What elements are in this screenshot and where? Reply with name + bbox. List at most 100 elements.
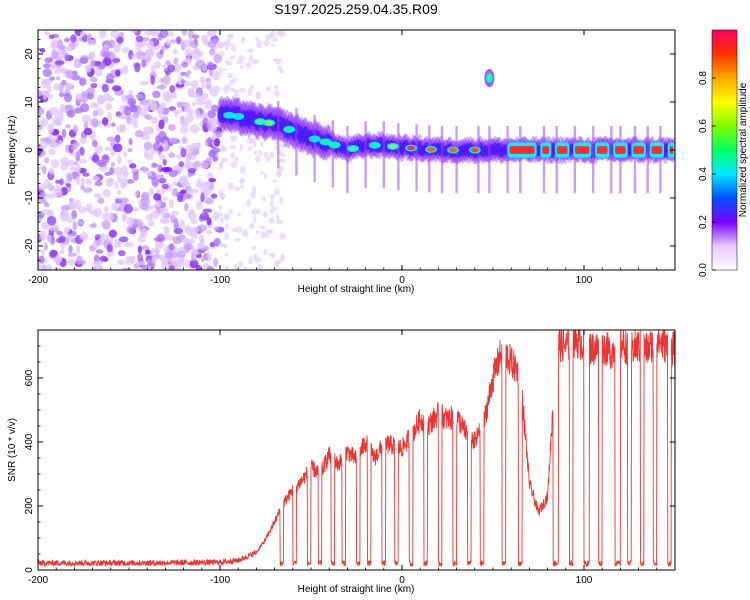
spectrogram-noise-blob: [190, 232, 198, 239]
spectrogram-noise-blob: [137, 245, 142, 254]
spectrogram-noise-blob: [189, 259, 199, 269]
spectrogram-noise-blob: [170, 258, 177, 265]
spectrogram-noise-blob: [64, 45, 73, 52]
spectrogram-noise-blob: [278, 58, 283, 64]
spectrogram-noise-blob: [57, 110, 64, 120]
spectrogram-ytick-label: 10: [24, 96, 35, 108]
spectrogram-noise-blob: [42, 68, 53, 77]
spectrogram-noise-blob: [75, 175, 81, 186]
spectrogram-noise-blob: [212, 70, 221, 81]
spectrogram-noise-blob: [274, 188, 280, 196]
spectrogram-noise-blob: [145, 249, 151, 255]
spectrogram-streak: [542, 126, 546, 194]
spectrogram-core: [370, 143, 379, 148]
spectrogram-noise-blob: [137, 252, 144, 262]
spectrogram-noise-blob: [140, 133, 151, 141]
spectrogram-noise-blob: [276, 219, 283, 225]
spectrogram-noise-blob: [179, 178, 187, 186]
spectrogram-noise-blob: [128, 138, 133, 146]
spectrogram-noise-blob: [263, 172, 268, 180]
spectrogram-noise-blob: [180, 124, 189, 134]
spectrogram-noise-blob: [116, 189, 122, 195]
spectrogram-noise-blob: [112, 57, 121, 63]
spectrogram-noise-blob: [64, 104, 72, 111]
spectrogram-noise-blob: [255, 155, 261, 163]
spectrogram-noise-blob: [225, 223, 229, 230]
spectrogram-noise-blob: [120, 197, 129, 204]
spectrogram-noise-blob: [229, 55, 234, 60]
spectrogram-core: [310, 136, 319, 142]
spectrogram-noise-blob: [228, 182, 234, 190]
spectrogram-noise-blob: [153, 237, 163, 242]
spectrogram-noise-blob: [271, 206, 278, 211]
spectrogram-noise-blob: [96, 60, 101, 66]
spectrogram-noise-blob: [47, 123, 55, 134]
spectrogram-noise-blob: [196, 224, 207, 232]
spectrogram-noise-blob: [215, 130, 222, 138]
spectrogram-noise-blob: [145, 49, 154, 59]
spectrogram-noise-blob: [134, 62, 141, 73]
spectrogram-noise-blob: [269, 30, 276, 38]
spectrogram-noise-blob: [153, 61, 162, 69]
spectrogram-noise-blob: [193, 160, 201, 168]
spectrogram-noise-blob: [180, 39, 187, 50]
spectrogram-noise-blob: [224, 252, 229, 257]
spectrogram-noise-blob: [129, 118, 139, 126]
spectrogram-noise-blob: [178, 161, 185, 167]
spectrogram-noise-blob: [265, 156, 272, 162]
spectrogram-noise-blob: [195, 200, 203, 210]
spectrogram-core: [256, 119, 265, 124]
spectrogram-noise-blob: [259, 226, 266, 230]
spectrogram-noise-blob: [42, 165, 47, 175]
spectrogram-streak: [455, 126, 458, 194]
spectrogram-noise-blob: [150, 247, 159, 254]
spectrogram-noise-blob: [234, 238, 241, 242]
spectrogram-noise-blob: [54, 60, 65, 66]
spectrogram-noise-blob: [92, 110, 99, 117]
spectrogram-noise-blob: [110, 30, 120, 39]
spectrogram-noise-blob: [79, 57, 89, 64]
spectrogram-core: [388, 144, 397, 149]
spectrogram-noise-blob: [274, 89, 280, 97]
spectrogram-noise-blob: [200, 255, 205, 263]
spectrogram-noise-blob: [82, 187, 93, 193]
spectrogram-streak: [477, 126, 480, 194]
spectrogram-noise-blob: [116, 36, 124, 44]
spectrogram-noise-blob: [103, 205, 109, 213]
spectrogram-core-segment: [651, 146, 663, 154]
spectrogram-streak: [415, 124, 418, 192]
spectrogram-xtick-label: -200: [28, 275, 48, 286]
spectrogram-noise-blob: [117, 250, 126, 257]
spectrogram-noise-blob: [180, 189, 188, 194]
spectrogram-noise-blob: [184, 259, 191, 268]
spectrogram-noise-blob: [241, 99, 247, 103]
spectrogram-noise-blob: [60, 205, 70, 212]
spectrogram-streak: [659, 126, 662, 194]
spectrogram-noise-blob: [229, 144, 236, 150]
spectrogram-noise-blob: [265, 34, 272, 41]
spectrogram-core-segment: [556, 146, 568, 154]
colorbar-tick-label: 0.8: [698, 71, 709, 85]
spectrogram-streak: [364, 121, 367, 189]
spectrogram-noise-blob: [173, 111, 179, 117]
spectrogram-streak: [619, 126, 622, 194]
spectrogram-noise-blob: [279, 143, 287, 148]
spectrogram-noise-blob: [38, 184, 47, 191]
spectrogram-ytick-label: -10: [24, 190, 35, 205]
spectrogram-noise-blob: [109, 166, 115, 175]
spectrogram-noise-blob: [106, 178, 115, 183]
spectrogram-noise-blob: [269, 151, 274, 159]
spectrogram-streak: [591, 126, 595, 194]
spectrogram-noise-blob: [163, 226, 169, 231]
spectrogram-noise-blob: [48, 148, 56, 156]
spectrogram-noise-blob: [90, 68, 95, 75]
colorbar: 0.0 0.2 0.4 0.6 0.8 Normalized spectral ampl…: [698, 29, 749, 277]
spectrogram-noise-blob: [49, 226, 55, 231]
spectrogram-noise-blob: [82, 172, 90, 177]
spectrogram-noise-blob: [208, 150, 216, 158]
spectrogram-noise-blob: [184, 157, 191, 168]
spectrogram-noise-blob: [199, 212, 210, 221]
spectrogram-noise-blob: [51, 38, 59, 49]
spectrogram-noise-blob: [114, 134, 121, 143]
spectrogram-noise-blob: [150, 116, 159, 125]
